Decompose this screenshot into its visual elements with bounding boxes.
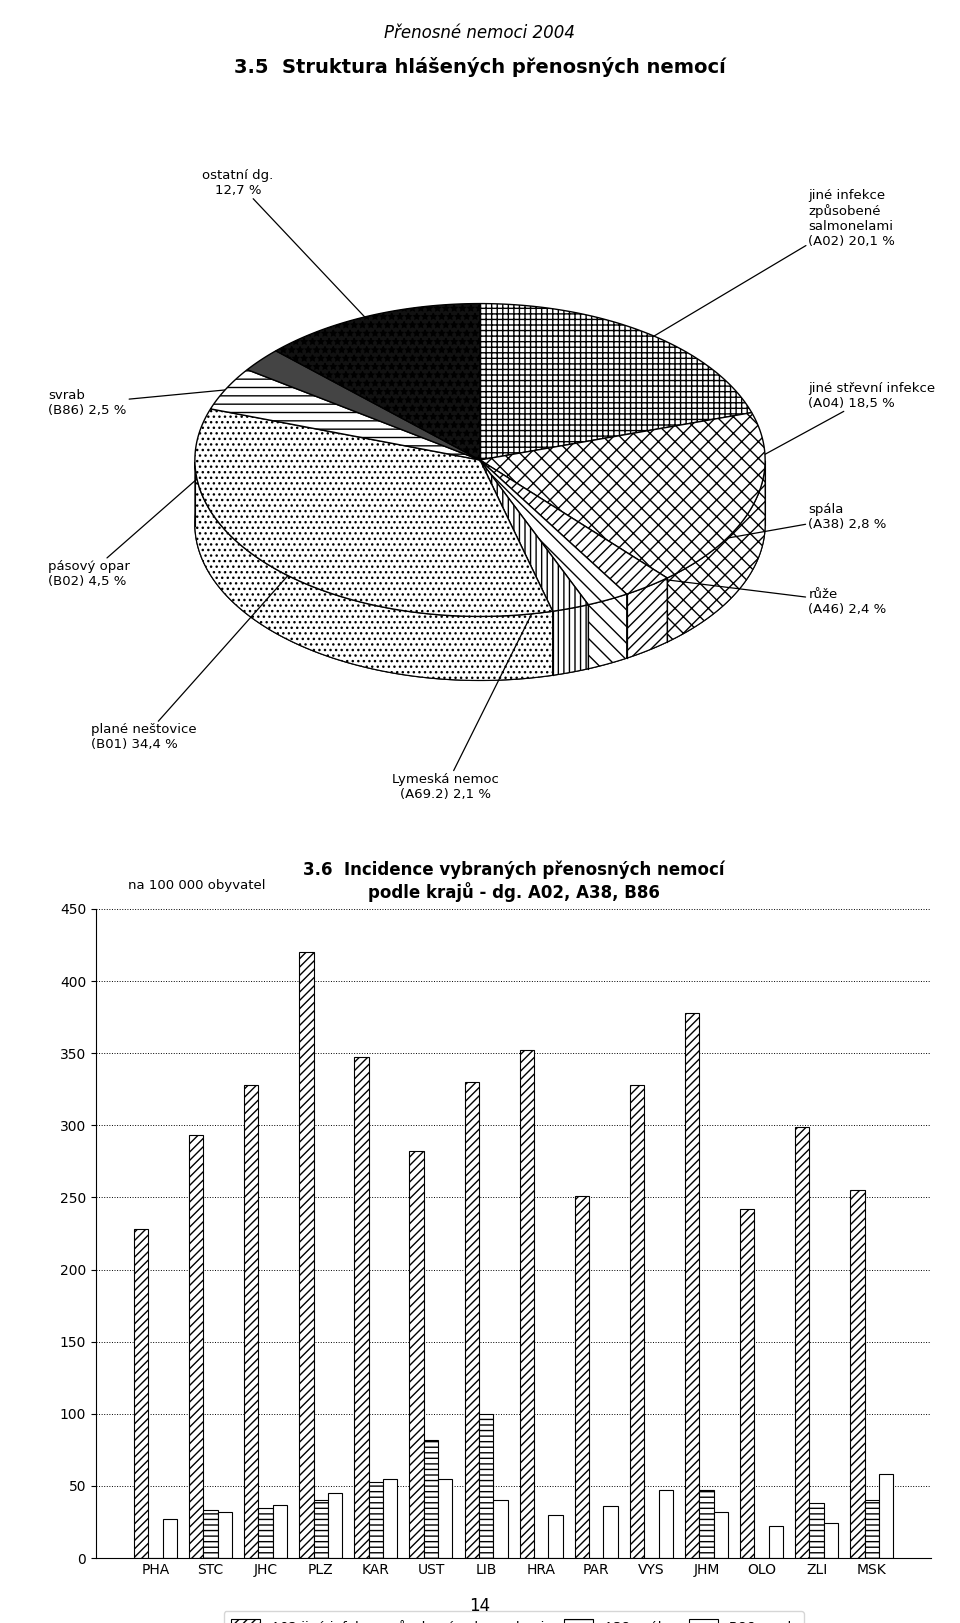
Bar [769,1526,783,1558]
Bar [630,1084,644,1558]
Polygon shape [195,367,765,680]
Bar [824,1524,838,1558]
Bar [410,1151,423,1558]
Bar [354,1058,369,1558]
Bar [273,1505,287,1558]
Bar [314,1500,328,1558]
Polygon shape [480,459,588,612]
Bar [879,1474,893,1558]
Polygon shape [480,459,667,594]
Polygon shape [480,459,627,605]
Bar [204,1511,218,1558]
Polygon shape [553,605,588,675]
Text: růže
(A46) 2,4 %: růže (A46) 2,4 % [583,570,887,617]
Polygon shape [248,351,480,459]
Bar [162,1519,177,1558]
Bar [699,1490,713,1558]
Text: pásový opar
(B02) 4,5 %: pásový opar (B02) 4,5 % [48,406,280,588]
Polygon shape [210,370,480,459]
Bar [423,1440,438,1558]
Bar [740,1209,755,1558]
Polygon shape [276,304,480,459]
Bar [244,1084,258,1558]
Polygon shape [480,412,765,578]
Polygon shape [195,409,553,617]
Bar [258,1508,273,1558]
Bar [851,1190,865,1558]
Polygon shape [480,304,752,459]
Text: plané neštovice
(B01) 34,4 %: plané neštovice (B01) 34,4 % [91,545,315,751]
Text: Lymeská nemoc
(A69.2) 2,1 %: Lymeská nemoc (A69.2) 2,1 % [392,578,549,802]
Polygon shape [195,463,553,680]
Text: na 100 000 obyvatel: na 100 000 obyvatel [128,878,265,891]
Title: 3.5  Struktura hlášených přenosných nemocí: 3.5 Struktura hlášených přenosných nemoc… [234,57,726,78]
Bar [659,1490,673,1558]
Bar [383,1479,397,1558]
Text: Přenosné nemoci 2004: Přenosné nemoci 2004 [385,24,575,42]
Bar [809,1503,824,1558]
Bar [189,1136,204,1558]
Bar [713,1513,728,1558]
Bar [134,1229,148,1558]
Bar [519,1050,534,1558]
Bar [438,1479,452,1558]
Bar [548,1514,563,1558]
Polygon shape [627,578,667,659]
Bar [479,1414,493,1558]
Text: spála
(A38) 2,8 %: spála (A38) 2,8 % [613,503,887,558]
Bar [300,953,314,1558]
Bar [218,1513,232,1558]
Text: jiné střevní infekce
(A04) 18,5 %: jiné střevní infekce (A04) 18,5 % [697,381,935,492]
Bar [865,1500,879,1558]
Bar [465,1083,479,1558]
Text: 14: 14 [469,1597,491,1615]
Text: jiné infekce
způsobené
salmonelami
(A02) 20,1 %: jiné infekce způsobené salmonelami (A02)… [613,188,895,360]
Bar [575,1196,589,1558]
Text: ostatní dg.
12,7 %: ostatní dg. 12,7 % [203,169,392,346]
Polygon shape [667,461,765,643]
Bar [493,1500,508,1558]
Title: 3.6  Incidence vybraných přenosných nemocí
podle krajů - dg. A02, A38, B86: 3.6 Incidence vybraných přenosných nemoc… [302,860,725,902]
Text: svrab
(B86) 2,5 %: svrab (B86) 2,5 % [48,381,306,417]
Legend: A02 jiné infekce způsobené salmonelami, A38 spála, B86 svrab: A02 jiné infekce způsobené salmonelami, … [224,1612,804,1623]
Bar [604,1506,617,1558]
Bar [328,1493,343,1558]
Polygon shape [588,594,627,669]
Bar [369,1482,383,1558]
Bar [684,1013,699,1558]
Bar [795,1126,809,1558]
